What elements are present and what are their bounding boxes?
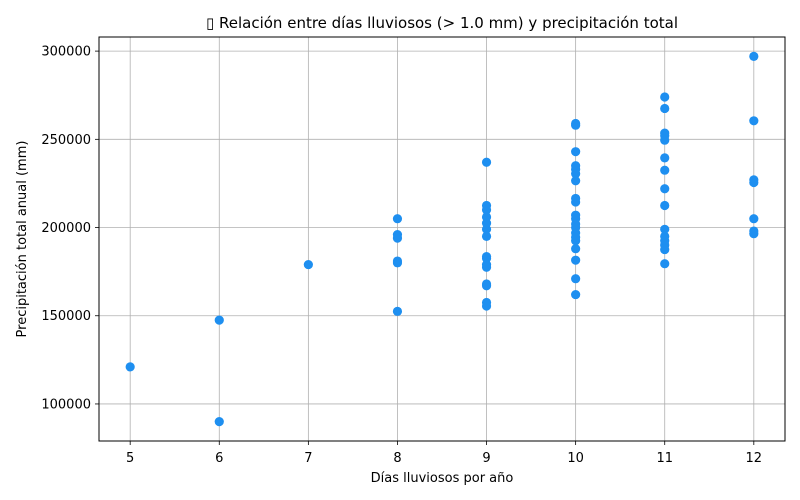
data-point (481, 157, 492, 167)
y-tick-label: 200000 (41, 221, 91, 236)
data-point (660, 231, 670, 241)
data-point (571, 176, 581, 186)
data-point (481, 231, 492, 241)
data-point (392, 229, 403, 240)
grid-lines (99, 37, 785, 441)
data-point (571, 210, 581, 220)
data-point (749, 51, 759, 62)
y-axis-label: Precipitación total anual (mm) (15, 141, 30, 338)
y-tick-label: 250000 (41, 133, 91, 148)
data-point (660, 259, 670, 269)
data-point (749, 116, 759, 126)
y-tick-label: 300000 (41, 45, 91, 60)
data-point (214, 416, 224, 427)
data-point (392, 256, 403, 266)
data-point (214, 315, 224, 325)
data-point (571, 289, 581, 300)
plot-frame (98, 36, 786, 442)
data-point (392, 306, 403, 316)
data-point (749, 226, 759, 236)
x-tick-label: 7 (304, 451, 312, 466)
data-point (303, 259, 313, 270)
x-tick-label: 12 (746, 451, 763, 466)
x-tick-label: 10 (567, 451, 584, 466)
y-tick-label: 150000 (41, 309, 91, 324)
data-points (125, 51, 759, 427)
x-tick-label: 5 (126, 451, 134, 466)
x-tick-label: 8 (393, 451, 401, 466)
data-point (660, 92, 670, 102)
data-point (571, 118, 581, 129)
data-point (660, 103, 670, 114)
data-point (571, 161, 581, 171)
x-tick-label: 11 (656, 451, 673, 466)
data-point (571, 244, 581, 254)
x-tick-label: 9 (482, 451, 490, 466)
y-tick-label: 100000 (41, 397, 91, 412)
data-point (481, 297, 492, 308)
data-point (660, 200, 670, 211)
data-point (125, 362, 135, 372)
data-point (392, 214, 403, 224)
x-axis-label: Días lluviosos por año (371, 471, 514, 486)
data-point (571, 193, 581, 204)
data-point (660, 153, 670, 163)
data-point (481, 252, 492, 262)
x-tick-label: 6 (215, 451, 223, 466)
data-point (660, 165, 670, 175)
data-point (481, 200, 492, 211)
data-point (481, 279, 492, 289)
data-point (571, 255, 581, 265)
data-point (660, 128, 670, 138)
y-axis-ticks: 100000 150000 200000 250000 300000 (41, 45, 99, 412)
data-point (660, 184, 670, 194)
data-point (571, 274, 581, 284)
data-point (481, 212, 492, 222)
data-point (749, 175, 759, 185)
data-point (749, 214, 759, 224)
data-point (660, 224, 670, 234)
chart-title: ▯ Relación entre días lluviosos (> 1.0 m… (206, 14, 678, 32)
data-point (571, 147, 581, 157)
x-axis-ticks: 5 6 7 8 9 10 11 12 (126, 441, 762, 466)
